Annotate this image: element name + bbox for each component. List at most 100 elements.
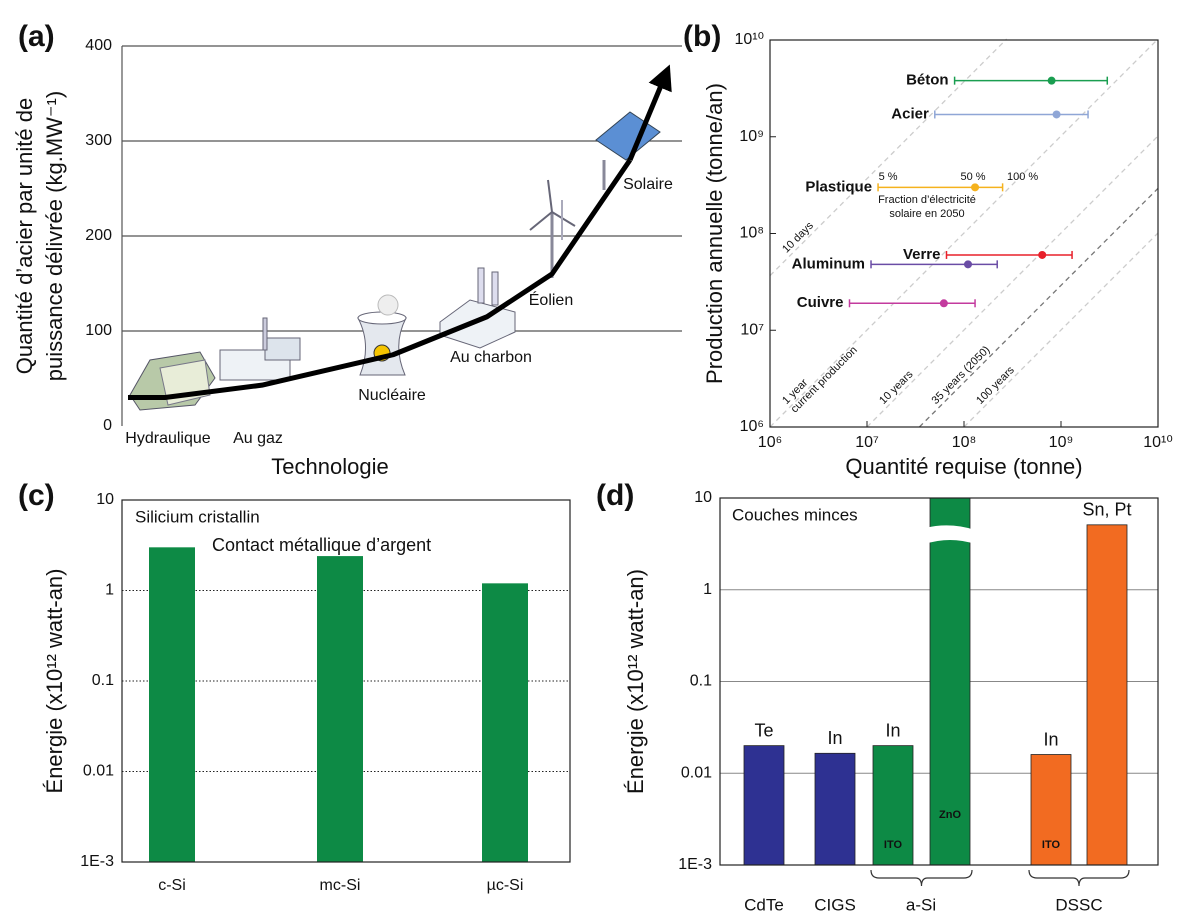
y-tick-label: 0.01 (83, 763, 114, 780)
series-label: Cuivre (797, 294, 844, 311)
x-tick-label: 10⁶ (758, 434, 782, 451)
bar-label: Te (754, 720, 773, 740)
icon-solar-panel (595, 111, 661, 161)
y-tick-label: 1E-3 (80, 853, 114, 870)
panel-label: (a) (18, 20, 55, 53)
point (1038, 250, 1047, 259)
annotation: 5 % (879, 171, 898, 183)
series-label: Béton (906, 72, 949, 89)
x-tick-label: 10⁸ (952, 434, 977, 451)
y-tick-label: 0.1 (690, 673, 712, 690)
x-tick-label: µc-Si (487, 877, 524, 894)
plot-frame (121, 499, 571, 863)
curve-arrow (627, 64, 672, 161)
x-tick-label: 10⁷ (855, 434, 879, 451)
y-tick-label: 10 (96, 491, 114, 508)
bar-inner-label: ZnO (939, 809, 961, 821)
x-axis-label: Technologie (271, 454, 388, 479)
x-tick-label: CIGS (814, 895, 856, 914)
y-tick-label: 10⁹ (739, 128, 764, 145)
y-tick-label: 10⁶ (740, 418, 764, 435)
x-tick-label: DSSC (1055, 895, 1102, 914)
bar-label: In (1043, 729, 1058, 749)
icon-smoke (377, 294, 399, 316)
icon-coal-chimney (477, 267, 485, 304)
icon-gas-plant-block (264, 337, 301, 361)
annotation: Contact métallique d’argent (212, 535, 431, 555)
point (1047, 76, 1056, 85)
bar (1030, 754, 1072, 866)
y-tick-label: 10⁷ (740, 321, 764, 338)
bar-label: In (885, 720, 900, 740)
axis-break (925, 525, 975, 544)
y-tick-label: 1 (703, 581, 712, 598)
y-axis-label: Quantité d’acier par unité de puissance d… (12, 91, 67, 381)
icon-coal-chimney (491, 271, 499, 306)
series-label: Aluminum (792, 255, 865, 272)
reference-line (963, 232, 1159, 428)
x-tick-label: CdTe (744, 895, 784, 914)
annotation: 100 % (1007, 171, 1038, 183)
category-label: Hydraulique (125, 430, 210, 447)
annotation: Fraction d’électricité (878, 194, 976, 206)
panel-label: (d) (596, 479, 634, 512)
y-tick-label: 300 (85, 132, 112, 149)
reference-line-label: 1 yearcurrent production (780, 336, 860, 416)
group-brace (1028, 869, 1130, 887)
series-label: Plastique (805, 178, 872, 195)
y-axis-label-line: puissance délivrée (kg.MW⁻¹) (42, 91, 67, 381)
bar-label: Sn, Pt (1082, 500, 1131, 520)
category-label: Solaire (623, 176, 673, 193)
x-tick-label: c-Si (158, 877, 186, 894)
y-tick-label: 1E-3 (678, 856, 712, 873)
y-axis-label: Énergie (x10¹² watt-an) (623, 569, 648, 794)
reference-line (769, 38, 1008, 277)
series-label: Verre (903, 246, 941, 263)
icon-tower-top (357, 311, 407, 325)
panel-label: (b) (683, 20, 721, 53)
y-tick-label: 10 (694, 489, 712, 506)
bar (929, 497, 971, 866)
x-tick-label: 10⁹ (1049, 434, 1074, 451)
category-label: Au charbon (450, 349, 532, 366)
annotation: 50 % (961, 171, 986, 183)
reference-line-label-line: 10 years (877, 368, 916, 407)
bar-label: In (827, 728, 842, 748)
annotation: Couches minces (732, 505, 858, 524)
x-tick-label: a-Si (906, 895, 936, 914)
point (1052, 110, 1061, 119)
bar (317, 556, 363, 862)
icon-wind-blades (529, 179, 576, 231)
reference-line-label: 100 years (974, 364, 1017, 407)
y-tick-label: 0.1 (92, 672, 114, 689)
y-tick-label: 0.01 (681, 764, 712, 781)
bar (149, 547, 195, 862)
bar-inner-label: ITO (884, 839, 903, 851)
point (971, 183, 980, 192)
bar-inner-label: ITO (1042, 839, 1061, 851)
x-tick-label: 10¹⁰ (1143, 434, 1173, 451)
bar (743, 745, 785, 866)
reference-line-label-line: 10 days (780, 219, 816, 255)
y-tick-label: 1 (105, 582, 114, 599)
annotation: solaire en 2050 (889, 208, 964, 220)
icon-gas-chimney (262, 317, 268, 351)
reference-line-label: 10 years (877, 368, 916, 407)
y-tick-label: 10¹⁰ (734, 31, 764, 48)
reference-line-label: 10 days (780, 219, 816, 255)
reference-line (918, 187, 1159, 428)
reference-line (866, 135, 1159, 428)
y-tick-label: 0 (103, 417, 112, 434)
bar (482, 583, 528, 862)
bar (1086, 524, 1128, 866)
category-label: Au gaz (233, 430, 283, 447)
group-brace (870, 869, 973, 887)
panel-label: (c) (18, 479, 55, 512)
x-axis-label: Quantité requise (tonne) (845, 454, 1082, 479)
point (964, 260, 973, 269)
reference-line-label-line: 100 years (974, 364, 1017, 407)
y-axis-label: Énergie (x10¹² watt-an) (42, 569, 67, 794)
category-label: Éolien (529, 290, 573, 309)
series-label: Acier (891, 105, 929, 122)
